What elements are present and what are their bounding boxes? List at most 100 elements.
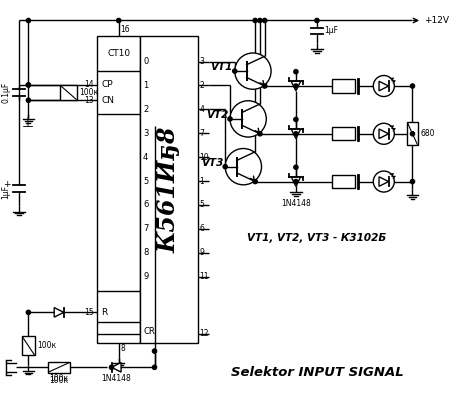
Circle shape	[26, 310, 31, 314]
Circle shape	[253, 18, 257, 23]
Text: 8: 8	[121, 344, 126, 353]
Polygon shape	[379, 177, 389, 186]
Circle shape	[294, 84, 298, 88]
Bar	[140, 36, 198, 343]
Circle shape	[410, 84, 414, 88]
Text: 14: 14	[85, 81, 94, 90]
Text: 4: 4	[143, 153, 148, 162]
Polygon shape	[291, 129, 301, 139]
Polygon shape	[379, 81, 389, 91]
Text: 4: 4	[199, 105, 204, 114]
Circle shape	[253, 179, 257, 183]
Circle shape	[294, 132, 298, 136]
Polygon shape	[379, 129, 389, 139]
Text: 12: 12	[199, 329, 209, 338]
Circle shape	[294, 70, 298, 74]
Bar	[97, 36, 140, 343]
Text: 16: 16	[121, 25, 130, 34]
Bar	[332, 127, 355, 141]
Circle shape	[109, 365, 113, 369]
Bar	[22, 336, 35, 355]
Text: ⊥: ⊥	[22, 115, 35, 130]
Text: 0.1μF: 0.1μF	[1, 82, 10, 103]
Text: 5: 5	[143, 177, 148, 185]
Circle shape	[258, 18, 262, 23]
Text: 1: 1	[143, 81, 148, 90]
Text: 11: 11	[199, 272, 209, 281]
Text: CP: CP	[101, 81, 112, 90]
Circle shape	[294, 165, 298, 169]
Circle shape	[233, 69, 237, 73]
Text: 100к: 100к	[79, 88, 98, 97]
Text: 1: 1	[199, 177, 204, 185]
Text: 3: 3	[143, 129, 148, 138]
Text: 1μF: 1μF	[1, 185, 10, 200]
Circle shape	[410, 132, 414, 136]
Polygon shape	[291, 177, 301, 186]
Circle shape	[374, 75, 394, 96]
Circle shape	[225, 149, 261, 185]
Circle shape	[230, 101, 266, 137]
Text: Selektor INPUT SIGNAL: Selektor INPUT SIGNAL	[230, 366, 403, 379]
Circle shape	[26, 18, 31, 23]
Circle shape	[294, 179, 298, 183]
Text: 13: 13	[85, 96, 94, 105]
Text: 2: 2	[143, 105, 148, 114]
Text: 9: 9	[199, 248, 204, 257]
Circle shape	[26, 83, 31, 87]
Circle shape	[228, 117, 232, 121]
Text: VT1, VT2, VT3 - К͂3102Б: VT1, VT2, VT3 - К͂3102Б	[248, 233, 387, 243]
Text: 3: 3	[199, 57, 204, 66]
Text: 5: 5	[199, 200, 204, 209]
Circle shape	[258, 132, 262, 136]
Circle shape	[26, 83, 31, 87]
Polygon shape	[112, 362, 121, 372]
Polygon shape	[291, 81, 301, 91]
Text: +12V: +12V	[424, 16, 449, 25]
Text: 8: 8	[143, 248, 148, 257]
Text: 0: 0	[143, 57, 148, 66]
Text: +: +	[3, 180, 10, 189]
Text: 15: 15	[85, 308, 94, 317]
Text: R: R	[101, 308, 107, 317]
Text: CR: CR	[143, 328, 155, 337]
Bar	[332, 79, 355, 93]
Text: 100к: 100к	[50, 376, 68, 385]
Bar	[48, 362, 71, 373]
Text: 6: 6	[143, 200, 148, 209]
Circle shape	[235, 53, 271, 89]
Text: 680: 680	[420, 129, 435, 138]
Text: 2: 2	[199, 81, 204, 90]
Text: 100к: 100к	[37, 341, 56, 350]
Text: 10: 10	[199, 153, 209, 162]
Circle shape	[153, 365, 157, 369]
Circle shape	[26, 98, 31, 102]
Bar	[407, 122, 418, 145]
Text: CT10: CT10	[107, 49, 130, 58]
Circle shape	[410, 179, 414, 183]
Circle shape	[374, 171, 394, 192]
Text: CN: CN	[101, 96, 114, 105]
Text: 1N4148: 1N4148	[281, 199, 311, 208]
Text: VT2: VT2	[206, 110, 228, 120]
Text: К561Иҕ8: К561Иҕ8	[157, 126, 181, 253]
Circle shape	[263, 84, 267, 88]
Circle shape	[223, 164, 227, 169]
Circle shape	[117, 18, 121, 23]
Text: 1μF: 1μF	[324, 26, 338, 34]
Bar	[332, 175, 355, 188]
Circle shape	[374, 123, 394, 144]
Text: 9: 9	[143, 272, 148, 281]
Polygon shape	[54, 308, 64, 317]
Text: 1N4148: 1N4148	[101, 374, 131, 383]
Text: 7: 7	[143, 224, 148, 233]
Text: 7: 7	[199, 129, 204, 138]
Circle shape	[263, 18, 267, 23]
Text: VT1: VT1	[211, 62, 233, 72]
Circle shape	[315, 18, 319, 23]
Text: 6: 6	[199, 224, 204, 233]
Text: VT3: VT3	[201, 158, 223, 168]
Circle shape	[153, 349, 157, 353]
Bar	[60, 85, 77, 100]
Text: 100к: 100к	[50, 374, 68, 383]
